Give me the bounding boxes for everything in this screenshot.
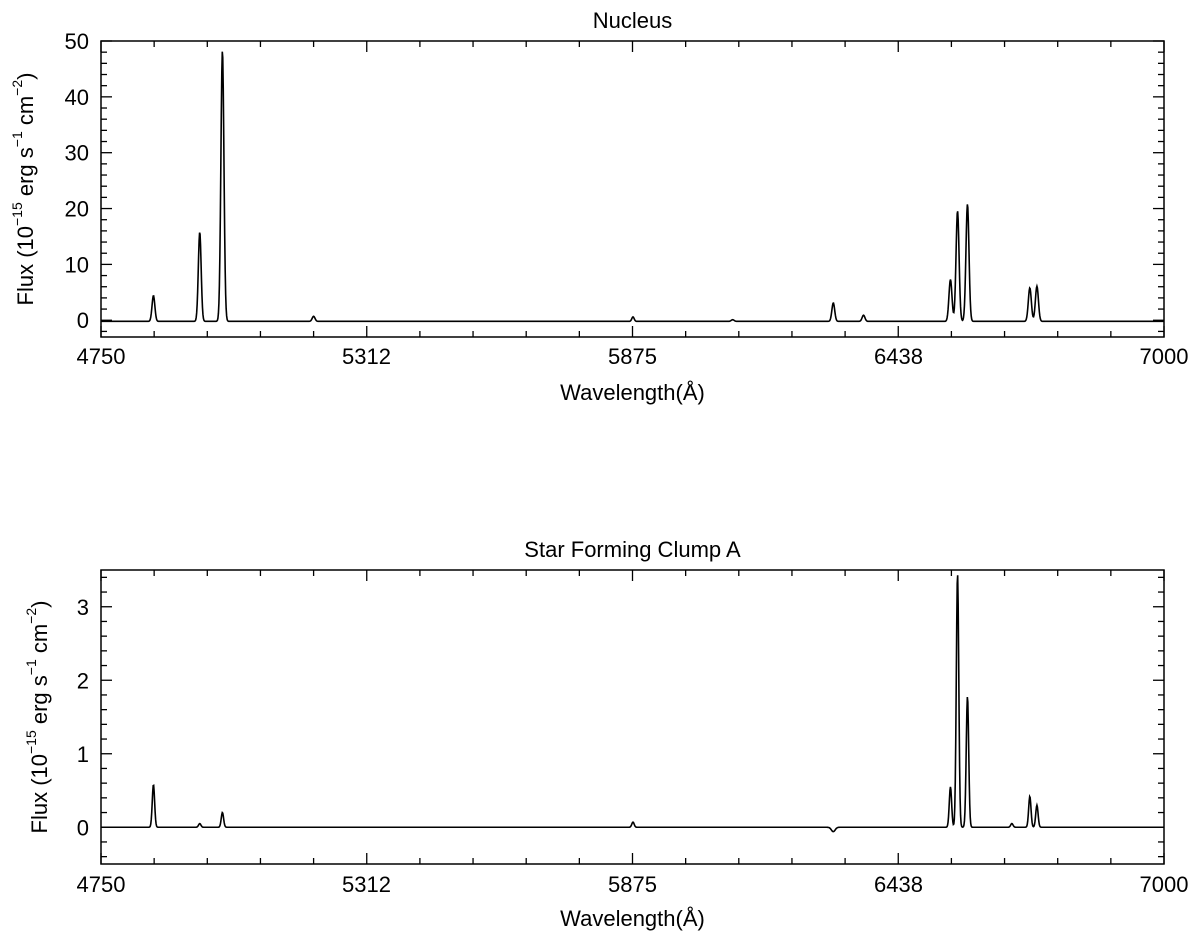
x-tick-label: 5312 [342, 872, 391, 897]
y-tick-label: 0 [77, 308, 89, 333]
y-tick-label: 20 [65, 197, 89, 222]
y-label-text: ) [13, 73, 38, 80]
y-tick-label: 50 [65, 29, 89, 54]
y-label-text: Flux (10 [27, 754, 52, 833]
x-tick-label: 5312 [342, 344, 391, 369]
y-axis-label: Flux (10−15 erg s−1 cm−2) [9, 73, 38, 306]
x-tick-label: 6438 [874, 344, 923, 369]
y-label-text: erg s [13, 147, 38, 202]
chart-title: Nucleus [593, 8, 672, 33]
x-tick-label: 4750 [77, 872, 126, 897]
chart-panel-1: Nucleus 4750 5312 5875 6438 7000 0 10 20 30 40 50 Wa… [9, 8, 1188, 405]
y-axis-label: Flux (10−15 erg s−1 cm−2) [23, 601, 52, 834]
chart-title: Star Forming Clump A [524, 537, 741, 562]
spectrum-line [101, 51, 1164, 323]
y-label-exponent: −15 [9, 202, 25, 226]
spectrum-line [101, 575, 1164, 833]
x-tick-label: 5875 [608, 344, 657, 369]
x-tick-label: 7000 [1140, 872, 1189, 897]
y-tick-label: 10 [65, 252, 89, 277]
y-tick-label: 40 [65, 85, 89, 110]
y-label-exponent: −1 [9, 131, 25, 147]
y-label-text: ) [27, 601, 52, 608]
y-label-exponent: −2 [23, 608, 39, 624]
y-tick-label: 2 [77, 668, 89, 693]
y-tick-label: 30 [65, 141, 89, 166]
y-label-text: cm [27, 624, 52, 659]
x-axis-label: Wavelength(Å) [560, 906, 705, 931]
y-label-exponent: −1 [23, 659, 39, 675]
x-tick-label: 4750 [77, 344, 126, 369]
x-tick-label: 6438 [874, 872, 923, 897]
y-label-exponent: −15 [23, 730, 39, 754]
x-tick-label: 7000 [1140, 344, 1189, 369]
chart-panel-2: Star Forming Clump A 4750 5312 5875 6438 7000… [23, 537, 1188, 931]
x-tick-label: 5875 [608, 872, 657, 897]
y-tick-label: 0 [77, 815, 89, 840]
y-label-text: erg s [27, 675, 52, 730]
y-tick-label: 3 [77, 595, 89, 620]
y-label-text: cm [13, 96, 38, 131]
y-label-exponent: −2 [9, 80, 25, 96]
y-tick-label: 1 [77, 742, 89, 767]
y-label-text: Flux (10 [13, 226, 38, 305]
x-axis-label: Wavelength(Å) [560, 380, 705, 405]
plot-frame [100, 40, 1165, 338]
plot-frame [100, 569, 1165, 865]
